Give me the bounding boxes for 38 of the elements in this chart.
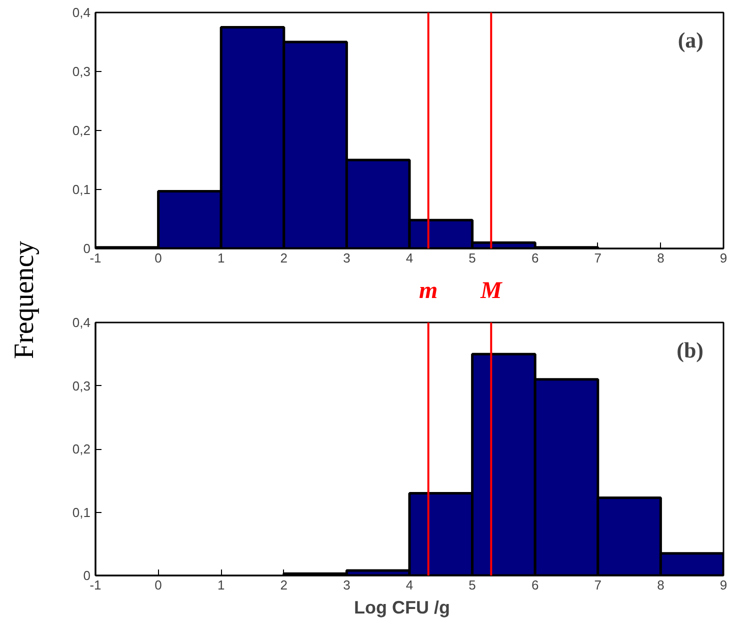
x-tick-label: 0	[154, 250, 162, 266]
x-tick-label: 6	[531, 250, 539, 266]
y-tick-label: 0	[83, 568, 91, 583]
y-tick-label: 0,1	[72, 182, 91, 197]
x-tick-label: 5	[468, 578, 476, 592]
x-tick-label: -1	[90, 578, 102, 592]
y-tick-label: 0,1	[72, 504, 91, 520]
y-tick-label: 0,3	[72, 378, 91, 394]
y-tick-label: 0,4	[72, 5, 91, 20]
y-axis-title: Frequency	[8, 240, 41, 360]
x-tick-label: 1	[217, 250, 225, 266]
x-tick-label: 2	[280, 578, 288, 592]
x-tick-label: 7	[594, 578, 602, 592]
y-tick-label: 0,4	[72, 315, 91, 330]
x-axis-title: Log CFU /g	[354, 598, 450, 618]
x-tick-label: 8	[657, 578, 664, 592]
x-tick-label: 3	[343, 578, 350, 592]
annotation: (b)	[676, 338, 704, 362]
y-tick-label: 0	[83, 241, 91, 256]
annotation: (a)	[678, 28, 704, 52]
y-tick-label: 0,3	[72, 64, 91, 79]
ref-line-label: M	[479, 278, 504, 304]
x-tick-label: 9	[720, 250, 728, 266]
x-tick-label: 6	[531, 578, 539, 592]
x-tick-label: 9	[720, 578, 728, 592]
ref-line-label: m	[419, 278, 438, 304]
x-tick-label: 1	[217, 578, 225, 592]
x-tick-label: 0	[154, 578, 162, 592]
x-tick-label: 3	[343, 250, 350, 266]
x-tick-label: 2	[280, 250, 288, 266]
x-tick-label: 8	[657, 250, 664, 266]
x-tick-label: 7	[594, 250, 602, 266]
x-tick-label: 5	[468, 250, 476, 266]
x-tick-label: 4	[406, 578, 414, 592]
y-tick-label: 0,2	[72, 123, 91, 138]
x-tick-label: -1	[90, 250, 102, 266]
x-tick-label: 4	[406, 250, 414, 266]
y-tick-label: 0,2	[72, 442, 91, 456]
